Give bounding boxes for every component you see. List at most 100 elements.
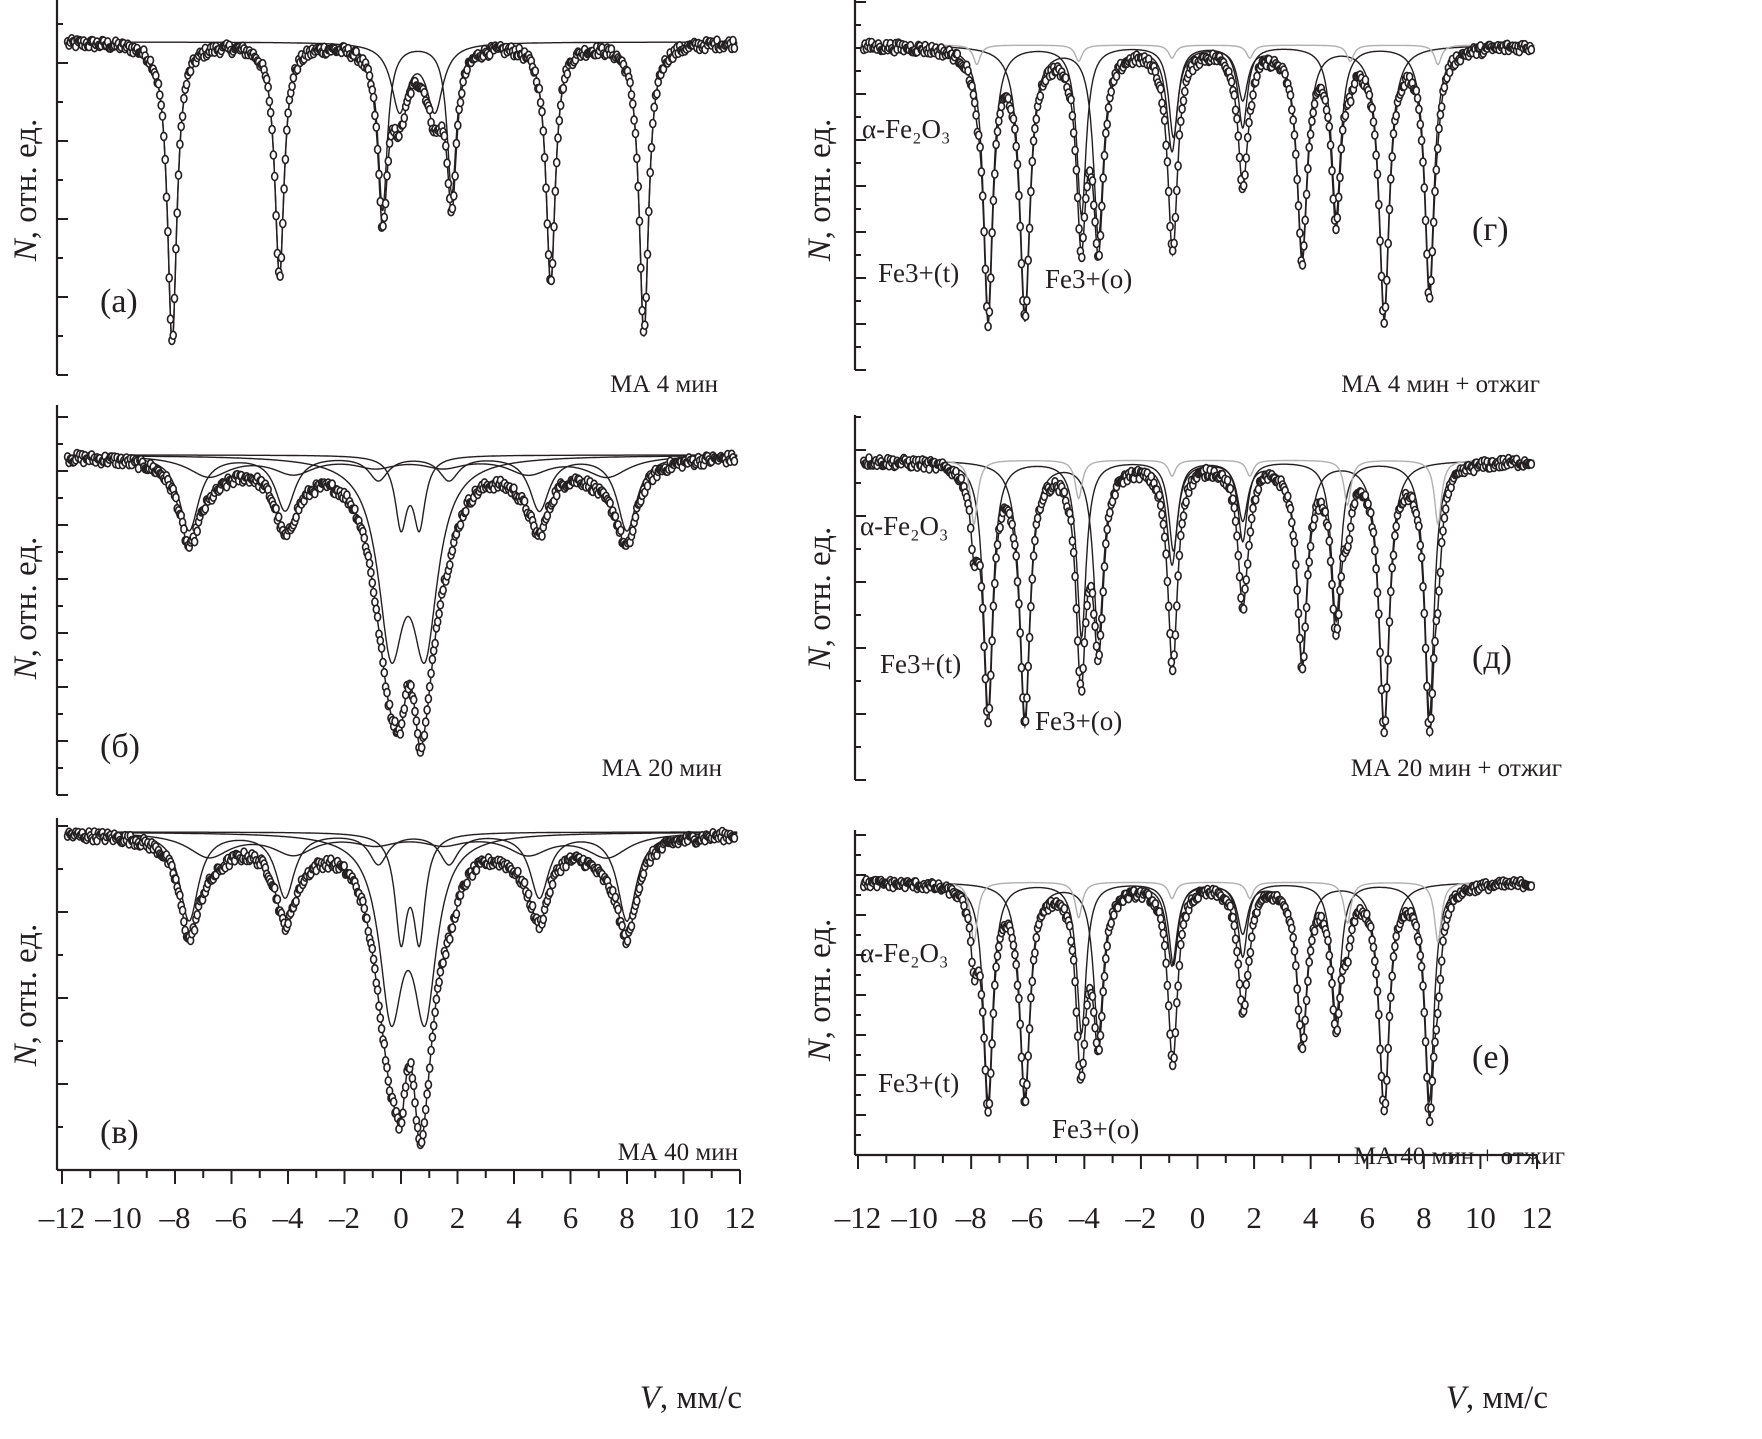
data-point [634, 181, 643, 192]
annotation-fe3-o-d: Fe3+(o) [1035, 706, 1122, 736]
data-point [1103, 941, 1111, 951]
data-point [1031, 535, 1039, 546]
data-point [1241, 584, 1249, 594]
data-point [1341, 110, 1350, 121]
data-point [1321, 95, 1330, 105]
data-point [1028, 156, 1037, 167]
data-point [1234, 550, 1243, 561]
data-point [461, 506, 470, 517]
data-points [859, 453, 1536, 738]
data-point [964, 913, 972, 924]
data-point [970, 97, 979, 108]
data-point [1163, 576, 1172, 587]
data-point [1103, 119, 1111, 130]
data-point [399, 1108, 407, 1118]
component-curve-3 [64, 455, 738, 664]
data-point [1380, 318, 1388, 329]
data-point [1017, 1052, 1026, 1063]
data-point [444, 178, 453, 189]
data-point [1298, 663, 1307, 674]
data-point [1230, 502, 1239, 513]
data-point [1181, 86, 1189, 97]
data-point [616, 525, 625, 536]
data-point [1099, 986, 1107, 997]
data-point [1294, 608, 1303, 619]
data-point [626, 77, 634, 88]
data-point [642, 292, 651, 303]
data-point [428, 654, 437, 665]
data-point [277, 252, 286, 263]
component-curve-4 [64, 831, 738, 948]
data-point [993, 951, 1002, 961]
data-point [1160, 532, 1169, 543]
spectrum-panel-3: –12 –10 –8 –6 –4 –2 0 2 4 6 8 10 12 [38, 818, 756, 1235]
y-axis-label-v: N, отн. ед. [8, 924, 44, 1067]
data-point [650, 102, 659, 113]
data-point [262, 74, 271, 85]
data-point [1389, 129, 1398, 139]
data-point [451, 171, 459, 181]
data-point [1292, 960, 1300, 971]
data-point [638, 305, 647, 316]
data-point [1381, 1098, 1390, 1109]
data-point [1427, 275, 1435, 286]
data-point [636, 263, 645, 273]
data-point [172, 874, 180, 885]
data-point [1377, 271, 1386, 282]
x-tick-label: 8 [619, 1200, 635, 1235]
data-point [1325, 536, 1334, 546]
data-point [310, 488, 319, 499]
data-point [385, 699, 394, 710]
data-point [992, 962, 1000, 972]
data-point [1289, 115, 1297, 125]
data-point [177, 121, 185, 132]
data-point [627, 90, 636, 100]
data-point [1292, 149, 1300, 160]
data-point [1091, 1023, 1099, 1033]
data-point [1310, 513, 1319, 524]
data-point [162, 192, 171, 202]
y-axis-label-b: N, отн. ед. [8, 537, 44, 680]
data-point [424, 1079, 433, 1090]
data-point [439, 958, 447, 968]
data-point [1334, 192, 1343, 203]
panel-label-e: (е) [1472, 1039, 1510, 1076]
data-point [1173, 601, 1181, 611]
data-point [1013, 576, 1022, 587]
data-point [989, 195, 998, 206]
data-point [1100, 561, 1109, 572]
data-point [395, 131, 403, 142]
data-point [425, 1063, 434, 1073]
data-point [373, 144, 382, 155]
data-point [1071, 571, 1079, 582]
data-point [448, 545, 457, 556]
data-point [1071, 145, 1079, 156]
data-point [1298, 1043, 1307, 1054]
component-curve-2 [64, 41, 738, 115]
data-point [1416, 540, 1425, 551]
data-point [396, 729, 405, 739]
data-point [1174, 571, 1182, 581]
data-point [1304, 163, 1312, 174]
data-point [166, 314, 175, 325]
data-point [383, 1062, 391, 1073]
data-point [644, 206, 653, 217]
data-point [520, 877, 529, 888]
data-point [1389, 951, 1398, 962]
panel-caption-v: МА 40 мин [618, 1139, 738, 1166]
data-point [1091, 217, 1099, 227]
data-point [538, 531, 546, 541]
data-point [1305, 557, 1313, 567]
data-point [146, 55, 155, 66]
data-point [1100, 971, 1109, 982]
data-point [1391, 941, 1399, 952]
data-point [180, 524, 188, 534]
data-point [1433, 143, 1442, 154]
data-point [420, 730, 429, 741]
data-point [1031, 948, 1039, 958]
data-point [371, 963, 379, 974]
data-point [1072, 165, 1081, 175]
data-point [1292, 559, 1300, 570]
data-point [1170, 238, 1178, 249]
data-point [628, 99, 637, 109]
